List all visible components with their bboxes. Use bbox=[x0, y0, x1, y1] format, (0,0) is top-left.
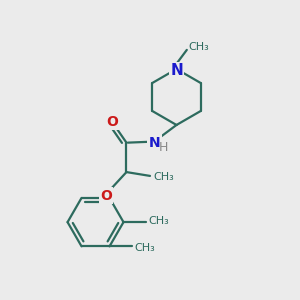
Text: H: H bbox=[159, 141, 168, 154]
Text: N: N bbox=[148, 136, 160, 150]
Text: CH₃: CH₃ bbox=[188, 42, 209, 52]
Text: O: O bbox=[100, 189, 112, 203]
Text: O: O bbox=[106, 115, 118, 129]
Text: CH₃: CH₃ bbox=[148, 216, 169, 226]
Text: N: N bbox=[170, 63, 183, 78]
Text: CH₃: CH₃ bbox=[153, 172, 174, 182]
Text: CH₃: CH₃ bbox=[134, 242, 155, 253]
